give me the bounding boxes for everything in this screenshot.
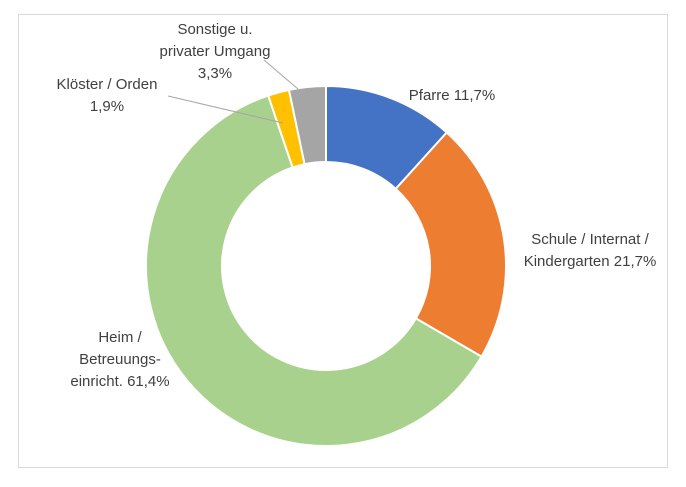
label-pfarre: Pfarre 11,7% — [409, 85, 495, 107]
label-sonstige: Sonstige u. privater Umgang 3,3% — [160, 19, 271, 85]
label-line: Sonstige u. — [177, 21, 253, 38]
label-line: 1,9% — [89, 98, 125, 115]
slice-schule — [394, 131, 507, 359]
label-heim: Heim / Betreuungs- einricht. 61,4% — [70, 327, 169, 393]
label-line: 3,3% — [197, 65, 233, 82]
label-kloester: Klöster / Orden 1,9% — [57, 74, 158, 118]
slice-sonstige — [287, 84, 327, 166]
label-line: einricht. 61,4% — [70, 373, 170, 390]
label-line: Klöster / Orden — [56, 76, 158, 93]
label-line: privater Umgang — [159, 43, 271, 60]
leader-line-sonstige — [263, 59, 299, 90]
leader-line-kloester — [167, 95, 284, 124]
label-line: Heim / — [98, 329, 142, 346]
label-line: Pfarre 11,7% — [408, 87, 496, 104]
chart-frame — [18, 14, 668, 468]
label-line: Schule / Internat / — [531, 231, 649, 248]
slice-heim — [145, 94, 483, 447]
label-line: Kindergarten 21,7% — [523, 253, 657, 270]
label-line: Betreuungs- — [79, 351, 161, 368]
label-schule: Schule / Internat / Kindergarten 21,7% — [524, 229, 657, 273]
